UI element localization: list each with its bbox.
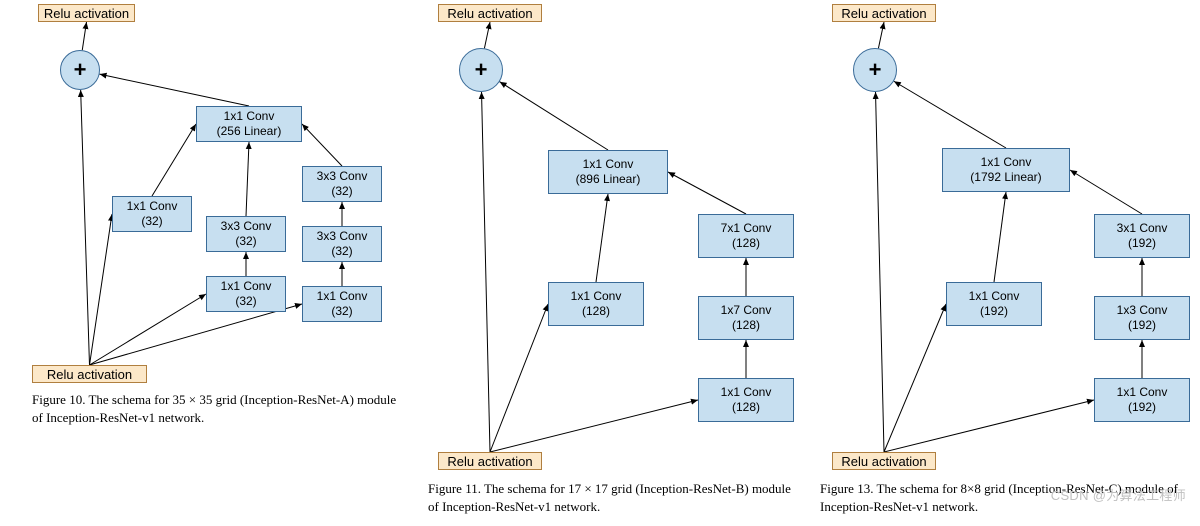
edge xyxy=(596,194,608,282)
node-line1: 1x1 Conv xyxy=(317,289,368,304)
node-line1: 1x1 Conv xyxy=(127,199,178,214)
conv-node: 3x3 Conv(32) xyxy=(302,166,382,202)
edge xyxy=(246,142,249,216)
node-line1: 1x1 Conv xyxy=(571,289,622,304)
node-line1: 1x1 Conv xyxy=(221,279,272,294)
node-line2: (128) xyxy=(582,304,610,319)
node-line1: 1x1 Conv xyxy=(224,109,275,124)
node-line2: (192) xyxy=(1128,400,1156,415)
node-line1: 1x1 Conv xyxy=(969,289,1020,304)
node-line1: 3x3 Conv xyxy=(317,169,368,184)
edge xyxy=(90,304,303,365)
conv-node: 1x1 Conv(32) xyxy=(112,196,192,232)
conv-node: 3x1 Conv(192) xyxy=(1094,214,1190,258)
node-line2: (1792 Linear) xyxy=(970,170,1041,185)
relu-node: Relu activation xyxy=(832,4,936,22)
node-label: Relu activation xyxy=(841,454,926,469)
node-line1: 1x3 Conv xyxy=(1117,303,1168,318)
conv-node: 1x1 Conv(128) xyxy=(548,282,644,326)
relu-node: Relu activation xyxy=(38,4,135,22)
conv-node: 1x7 Conv(128) xyxy=(698,296,794,340)
conv-node: 3x3 Conv(32) xyxy=(206,216,286,252)
conv-node: 1x1 Conv(192) xyxy=(1094,378,1190,422)
node-label: Relu activation xyxy=(447,454,532,469)
conv-node: 1x1 Conv(32) xyxy=(302,286,382,322)
relu-node: Relu activation xyxy=(32,365,147,383)
edge xyxy=(876,92,884,452)
plus-icon: + xyxy=(74,57,87,83)
edge xyxy=(152,124,196,196)
relu-node: Relu activation xyxy=(832,452,936,470)
edge xyxy=(90,214,113,365)
node-line2: (256 Linear) xyxy=(217,124,282,139)
node-line2: (128) xyxy=(732,318,760,333)
edge xyxy=(668,172,746,214)
node-line2: (192) xyxy=(1128,318,1156,333)
edge xyxy=(302,124,342,166)
edge xyxy=(490,400,698,452)
node-label: Relu activation xyxy=(44,6,129,21)
node-line2: (128) xyxy=(732,400,760,415)
node-line1: 3x3 Conv xyxy=(317,229,368,244)
node-label: Relu activation xyxy=(447,6,532,21)
node-line2: (128) xyxy=(732,236,760,251)
node-line1: 3x1 Conv xyxy=(1117,221,1168,236)
conv-node: 3x3 Conv(32) xyxy=(302,226,382,262)
edge xyxy=(1070,170,1142,214)
node-label: Relu activation xyxy=(47,367,132,382)
node-line2: (192) xyxy=(980,304,1008,319)
conv-node: 1x1 Conv(128) xyxy=(698,378,794,422)
edge xyxy=(100,74,249,106)
edge xyxy=(884,400,1094,452)
edge xyxy=(894,81,1006,148)
edge xyxy=(878,22,884,48)
node-line2: (192) xyxy=(1128,236,1156,251)
edge xyxy=(500,82,608,150)
conv-node: 1x1 Conv(256 Linear) xyxy=(196,106,302,142)
plus-icon: + xyxy=(475,57,488,83)
node-line2: (32) xyxy=(331,184,352,199)
add-node: + xyxy=(853,48,897,92)
edge xyxy=(484,22,490,48)
node-line2: (32) xyxy=(331,244,352,259)
edge xyxy=(82,22,86,50)
edge xyxy=(90,294,207,365)
conv-node: 7x1 Conv(128) xyxy=(698,214,794,258)
edge xyxy=(994,192,1006,282)
watermark: CSDN @为算法工程师 xyxy=(1051,485,1186,504)
relu-node: Relu activation xyxy=(438,452,542,470)
node-line1: 3x3 Conv xyxy=(221,219,272,234)
node-label: Relu activation xyxy=(841,6,926,21)
conv-node: 1x1 Conv(192) xyxy=(946,282,1042,326)
relu-node: Relu activation xyxy=(438,4,542,22)
edge xyxy=(482,92,490,452)
conv-node: 1x3 Conv(192) xyxy=(1094,296,1190,340)
node-line2: (896 Linear) xyxy=(576,172,641,187)
plus-icon: + xyxy=(869,57,882,83)
node-line1: 1x1 Conv xyxy=(721,385,772,400)
conv-node: 1x1 Conv(32) xyxy=(206,276,286,312)
node-line2: (32) xyxy=(141,214,162,229)
add-node: + xyxy=(60,50,100,90)
figure-caption: Figure 11. The schema for 17 × 17 grid (… xyxy=(428,480,796,515)
node-line2: (32) xyxy=(235,234,256,249)
node-line1: 1x1 Conv xyxy=(1117,385,1168,400)
node-line2: (32) xyxy=(235,294,256,309)
node-line1: 1x1 Conv xyxy=(981,155,1032,170)
node-line1: 1x7 Conv xyxy=(721,303,772,318)
figure-caption: Figure 10. The schema for 35 × 35 grid (… xyxy=(32,391,400,426)
node-line2: (32) xyxy=(331,304,352,319)
node-line1: 7x1 Conv xyxy=(721,221,772,236)
edge xyxy=(490,304,548,452)
node-line1: 1x1 Conv xyxy=(583,157,634,172)
conv-node: 1x1 Conv(896 Linear) xyxy=(548,150,668,194)
edge xyxy=(884,304,946,452)
add-node: + xyxy=(459,48,503,92)
conv-node: 1x1 Conv(1792 Linear) xyxy=(942,148,1070,192)
edge xyxy=(81,90,90,365)
